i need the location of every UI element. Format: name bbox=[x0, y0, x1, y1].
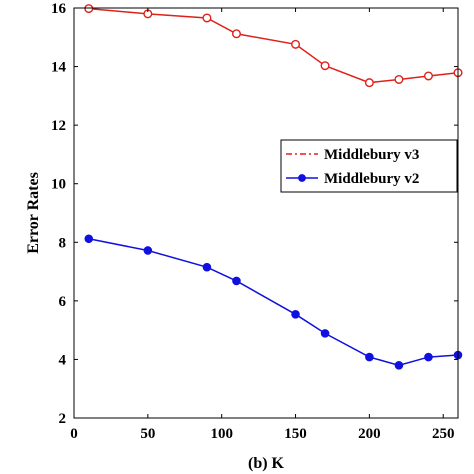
series-1-point bbox=[320, 61, 330, 71]
legend-label-1: Middlebury v3 bbox=[324, 147, 419, 163]
x-tick-label: 50 bbox=[140, 426, 155, 442]
series-1-point bbox=[291, 39, 301, 49]
series-2-point bbox=[84, 234, 94, 244]
y-tick-label: 14 bbox=[51, 60, 67, 76]
x-axis-title: (b) K bbox=[248, 455, 285, 472]
legend: Middlebury v3 Middlebury v2 bbox=[280, 139, 458, 193]
plot-area bbox=[74, 8, 458, 418]
x-axis-ticks: 0 50 100 150 200 250 bbox=[70, 8, 454, 442]
series-2-point bbox=[232, 276, 241, 286]
legend-marker-2 bbox=[298, 174, 306, 182]
series-1-point bbox=[84, 4, 94, 14]
series-2-point bbox=[291, 310, 300, 319]
series-2-point bbox=[394, 360, 404, 370]
series-2-point bbox=[365, 352, 374, 362]
y-axis-title: Error Rates bbox=[25, 172, 42, 254]
y-tick-label: 12 bbox=[51, 118, 66, 134]
series-line-1 bbox=[88, 7, 459, 84]
plot-frame bbox=[73, 7, 459, 419]
y-axis-ticks: 2 4 6 8 10 12 14 16 bbox=[51, 1, 458, 427]
series-1-point bbox=[423, 71, 433, 81]
series-2-point bbox=[143, 246, 153, 255]
series-1-point bbox=[364, 78, 374, 88]
legend-box bbox=[280, 139, 458, 193]
legend-entries: Middlebury v3 Middlebury v2 bbox=[286, 147, 419, 187]
legend-label-2: Middlebury v2 bbox=[324, 171, 419, 187]
series-1-point bbox=[231, 29, 241, 39]
x-tick-label: 100 bbox=[210, 426, 233, 442]
series-2-point bbox=[202, 262, 212, 272]
series-1-point bbox=[394, 74, 404, 84]
series-2-point bbox=[424, 352, 433, 362]
y-tick-label: 10 bbox=[51, 177, 66, 193]
x-tick-label: 250 bbox=[432, 426, 455, 442]
x-tick-label: 0 bbox=[70, 426, 78, 442]
y-tick-label: 8 bbox=[59, 235, 67, 251]
series-layer bbox=[84, 4, 463, 370]
y-tick-label: 6 bbox=[59, 294, 67, 310]
series-2-point bbox=[320, 329, 330, 338]
y-tick-label: 2 bbox=[59, 411, 67, 427]
y-tick-label: 16 bbox=[51, 1, 67, 17]
x-tick-label: 200 bbox=[358, 426, 381, 442]
series-1-point bbox=[202, 13, 212, 23]
y-tick-label: 4 bbox=[59, 352, 67, 368]
series-line-2 bbox=[88, 238, 459, 367]
x-tick-label: 150 bbox=[284, 426, 307, 442]
